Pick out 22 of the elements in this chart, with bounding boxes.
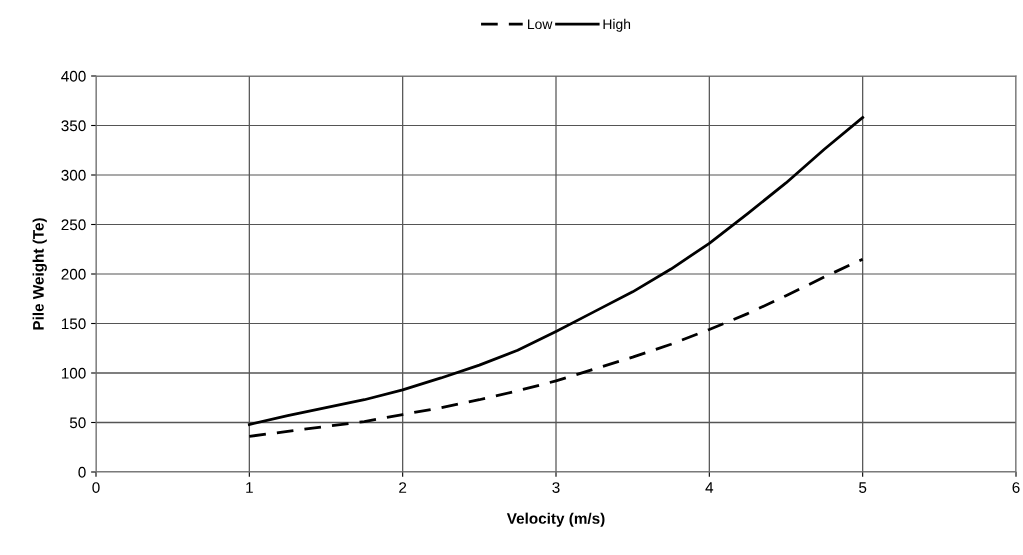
- line-series: [247, 116, 865, 426]
- x-tick-label: 4: [705, 482, 714, 493]
- y-tick-label: 350: [61, 120, 86, 132]
- y-tick-label: 400: [61, 70, 86, 82]
- y-axis-title: Pile Weight (Te): [32, 218, 47, 330]
- y-tick-label: 250: [61, 219, 86, 231]
- x-tick-label: 3: [552, 482, 560, 493]
- x-axis-title: Velocity (m/s): [506, 512, 605, 527]
- line-series: [247, 257, 865, 438]
- y-tick-label: 100: [61, 367, 86, 379]
- legend-label: Low: [528, 19, 553, 30]
- y-tick-label: 150: [61, 318, 86, 330]
- legend-label: High: [603, 18, 631, 32]
- x-tick-label: 2: [399, 482, 407, 493]
- x-tick-label: 6: [1012, 482, 1020, 493]
- y-tick-label: 200: [61, 268, 86, 280]
- x-tick-label: 5: [859, 482, 867, 493]
- x-tick-label: 0: [92, 482, 100, 493]
- y-tick-label: 50: [69, 417, 86, 429]
- y-tick-label: 0: [78, 466, 86, 478]
- x-tick-label: 1: [246, 482, 253, 493]
- y-tick-label: 300: [61, 169, 86, 181]
